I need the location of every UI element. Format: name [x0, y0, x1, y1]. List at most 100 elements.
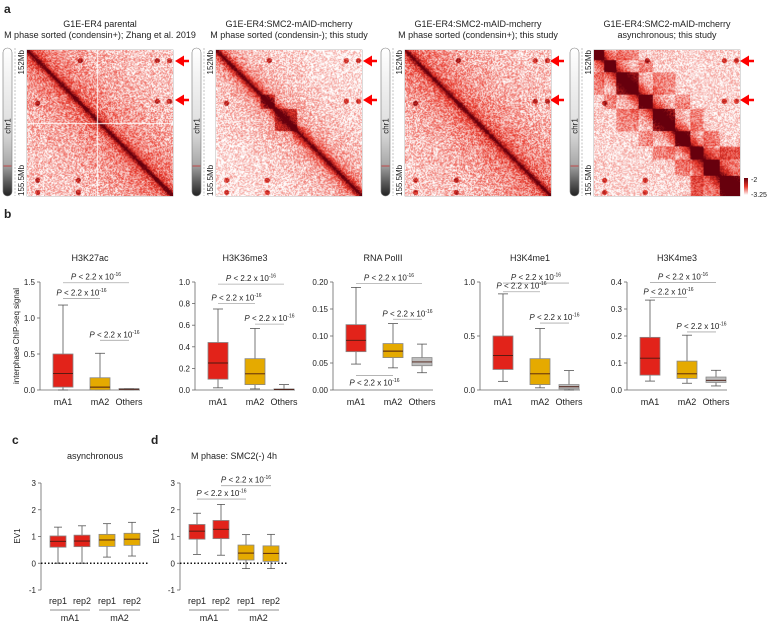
p-text: < 2.2 x 10: [535, 313, 573, 322]
loop-arrow-icon: [550, 94, 564, 106]
x-tick-label: rep2: [123, 596, 141, 606]
region-end-label: 155.5Mb: [17, 164, 26, 196]
y-tick-label: 0.00: [312, 386, 328, 395]
p-exponent: -16: [254, 293, 261, 299]
p-exponent: -16: [264, 475, 271, 481]
y-axis-label: EV1: [152, 528, 161, 544]
box-ma1: [492, 335, 514, 370]
hic-heatmap: [27, 50, 173, 196]
box-ma1: [207, 342, 229, 380]
p-value-label: P < 2.2 x 10-16: [529, 313, 579, 323]
y-tick-label: 0: [171, 559, 176, 568]
heatmap-title: G1E-ER4 parental: [63, 19, 137, 29]
p-value-label: P < 2.2 x 10-16: [382, 309, 432, 319]
y-tick-label: 0.2: [179, 364, 191, 373]
chart-title: H3K4me1: [510, 253, 550, 263]
chart-title: M phase: SMC2(-) 4h: [191, 451, 277, 461]
region-start-label: 152Mb: [17, 49, 26, 74]
y-tick-label: 0.10: [312, 332, 328, 341]
chromosome-label: chr1: [382, 118, 391, 134]
chart-title: RNA PolII: [363, 253, 402, 263]
p-value-label: P < 2.2 x 10-16: [496, 281, 546, 291]
p-text: < 2.2 x 10: [250, 314, 288, 323]
chromosome-ideogram-icon: [191, 47, 202, 197]
p-text: < 2.2 x 10: [202, 489, 240, 498]
panel-label-a: a: [4, 2, 11, 16]
heatmap-subtitle: M phase sorted (condensin-); this study: [210, 30, 368, 40]
p-italic: P: [364, 274, 370, 283]
y-tick-label: 3: [171, 479, 176, 488]
box-ma1: [345, 324, 367, 353]
chromosome-ideogram-icon: [380, 47, 391, 197]
chromosome-ideogram-icon: [2, 47, 13, 197]
loop-arrow-icon: [740, 55, 754, 67]
y-tick-label: 0.0: [611, 386, 623, 395]
chart-title: asynchronous: [67, 451, 124, 461]
p-italic: P: [221, 476, 227, 485]
y-tick-label: 0.0: [179, 386, 191, 395]
p-text: < 2.2 x 10: [502, 282, 540, 291]
y-tick-label: 0.6: [179, 321, 191, 330]
chromosome-ideogram-icon: [569, 47, 580, 197]
box-ma2: [244, 358, 266, 385]
y-tick-label: 1.5: [24, 278, 36, 287]
chromosome-label: chr1: [193, 118, 202, 134]
box-ma2: [529, 358, 551, 385]
p-value-label: P < 2.2 x 10-16: [511, 273, 561, 283]
group-label: mA1: [200, 613, 219, 623]
y-tick-label: 0.1: [611, 359, 623, 368]
p-italic: P: [658, 273, 664, 282]
y-tick-label: 0.2: [611, 332, 623, 341]
y-axis-label: interphase ChIP-seq signal: [12, 288, 21, 384]
x-tick-label: rep1: [98, 596, 116, 606]
heatmap-subtitle: M phase sorted (condensin+); this study: [398, 30, 558, 40]
p-exponent: -16: [392, 378, 399, 384]
group-label: mA2: [110, 613, 129, 623]
chart-title: H3K27ac: [71, 253, 109, 263]
x-tick-label: rep1: [49, 596, 67, 606]
p-italic: P: [244, 314, 250, 323]
p-italic: P: [349, 378, 355, 387]
y-tick-label: 3: [32, 479, 37, 488]
x-tick-label: rep2: [212, 596, 230, 606]
box-ma2: [382, 343, 404, 358]
region-end-label: 155.5Mb: [584, 164, 593, 196]
p-text: < 2.2 x 10: [95, 330, 133, 339]
p-value-label: P < 2.2 x 10-16: [226, 274, 276, 284]
p-text: < 2.2 x 10: [682, 322, 720, 331]
p-italic: P: [211, 294, 217, 303]
p-italic: P: [529, 313, 535, 322]
p-value-label: P < 2.2 x 10-16: [56, 288, 106, 298]
heatmap-subtitle: M phase sorted (condensin+); Zhang et al…: [4, 30, 196, 40]
p-text: < 2.2 x 10: [355, 378, 393, 387]
x-tick-label: mA1: [494, 397, 513, 407]
x-tick-label: mA1: [54, 397, 73, 407]
p-exponent: -16: [132, 330, 139, 336]
loop-arrow-icon: [175, 55, 189, 67]
p-value-label: P < 2.2 x 10-16: [211, 293, 261, 303]
loop-arrow-icon: [550, 55, 564, 67]
p-text: < 2.2 x 10: [231, 274, 269, 283]
loop-arrow-icon: [175, 94, 189, 106]
p-exponent: -16: [701, 272, 708, 278]
y-tick-label: 0.5: [24, 350, 36, 359]
x-tick-label: mA2: [678, 397, 697, 407]
heatmap-title: G1E-ER4:SMC2-mAID-mcherry: [414, 19, 542, 29]
p-italic: P: [89, 330, 95, 339]
chromosome-label: chr1: [4, 118, 13, 134]
y-tick-label: 0.20: [312, 278, 328, 287]
group-label: mA1: [61, 613, 80, 623]
region-start-label: 152Mb: [395, 49, 404, 74]
p-exponent: -16: [287, 314, 294, 320]
box-ma1-rep1: [188, 524, 206, 540]
p-value-label: P < 2.2 x 10-16: [643, 287, 693, 297]
p-italic: P: [676, 322, 682, 331]
p-italic: P: [56, 289, 62, 298]
panel-label-c: c: [12, 433, 19, 447]
p-value-label: P < 2.2 x 10-16: [364, 273, 414, 283]
p-exponent: -16: [269, 274, 276, 280]
y-tick-label: 0.3: [611, 305, 623, 314]
p-value-label: P < 2.2 x 10-16: [196, 489, 246, 499]
x-tick-label: rep2: [73, 596, 91, 606]
